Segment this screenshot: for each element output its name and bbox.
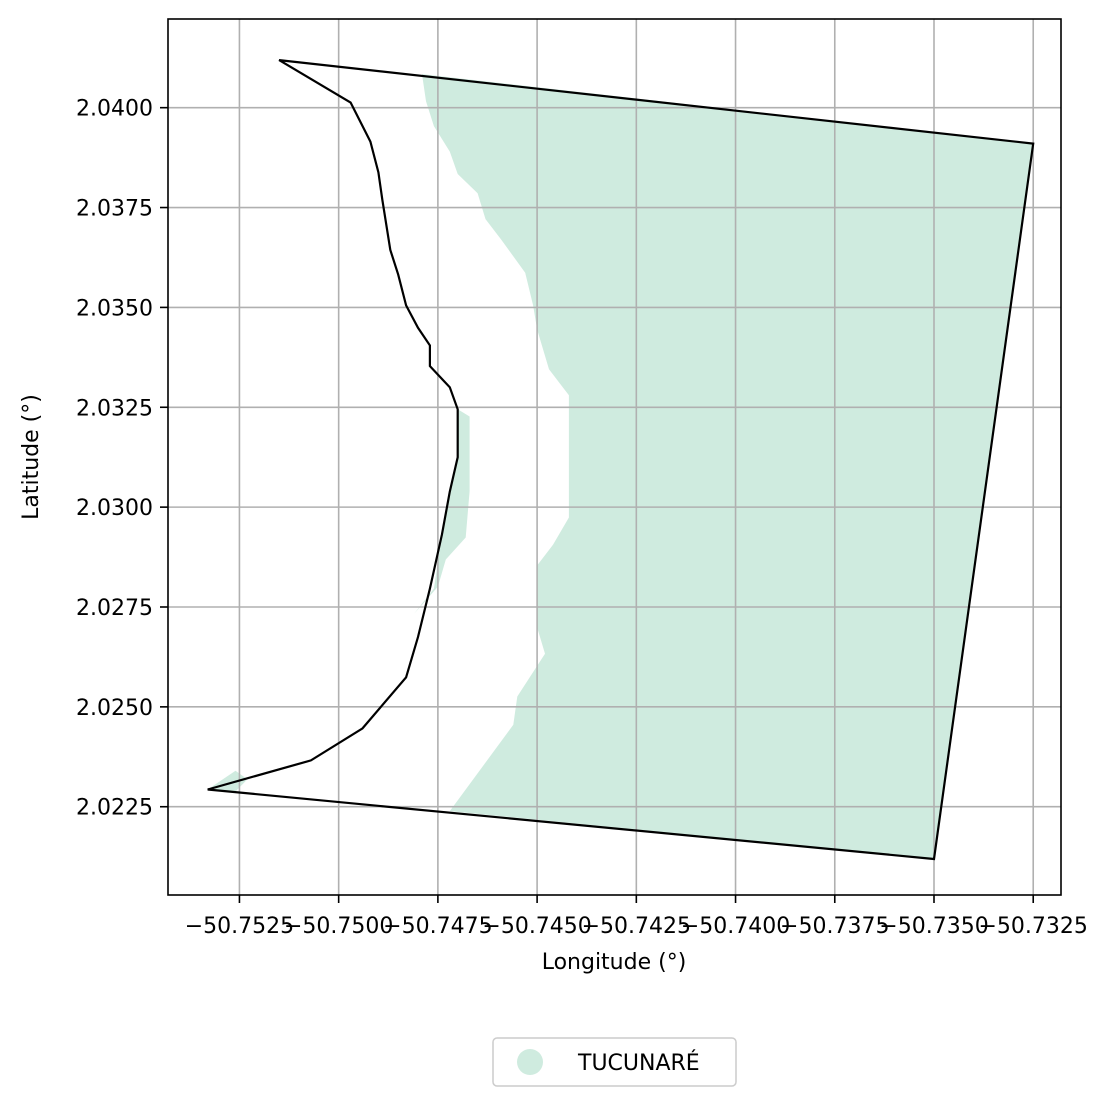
x-tick-label-3: −50.7450 [482, 914, 591, 939]
x-tick-label-7: −50.7350 [879, 914, 988, 939]
y-tick-label-2: 2.0275 [76, 596, 153, 621]
x-tick-label-1: −50.7500 [284, 914, 393, 939]
x-axis-ticks: −50.7525−50.7500−50.7475−50.7450−50.7425… [185, 895, 1088, 939]
y-tick-label-5: 2.0350 [76, 296, 153, 321]
grid-lines [168, 19, 1061, 895]
class-polygons [207, 74, 1034, 860]
y-axis-label: Latitude (°) [19, 394, 44, 520]
y-tick-label-3: 2.0300 [76, 496, 153, 521]
legend-box [492, 1037, 737, 1087]
legend-label-tucunare: TUCUNARÉ [577, 1050, 700, 1076]
x-tick-label-5: −50.7400 [681, 914, 790, 939]
y-tick-label-4: 2.0325 [76, 396, 153, 421]
class-polygon-0-0 [422, 74, 1034, 860]
study-area-boundary [207, 59, 1035, 861]
legend: TUCUNARÉ [492, 1037, 737, 1087]
y-axis-ticks: 2.0225 2.0250 2.0275 2.0300 2.0325 2.0350 2.03… [76, 97, 168, 821]
x-tick-label-4: −50.7425 [582, 914, 691, 939]
y-tick-label-1: 2.0250 [76, 696, 153, 721]
x-tick-label-0: −50.7525 [185, 914, 294, 939]
x-tick-label-6: −50.7375 [780, 914, 889, 939]
plot-area-frame [167, 18, 1062, 896]
x-tick-label-2: −50.7475 [383, 914, 492, 939]
legend-marker-tucunare [517, 1049, 543, 1075]
class-polygon-0-1 [414, 409, 470, 614]
boundary-outline [207, 59, 1035, 861]
x-tick-label-8: −50.7325 [979, 914, 1088, 939]
x-axis-label: Longitude (°) [542, 950, 687, 975]
y-tick-label-0: 2.0225 [76, 796, 153, 821]
y-tick-label-6: 2.0375 [76, 197, 153, 222]
y-tick-label-7: 2.0400 [76, 97, 153, 122]
